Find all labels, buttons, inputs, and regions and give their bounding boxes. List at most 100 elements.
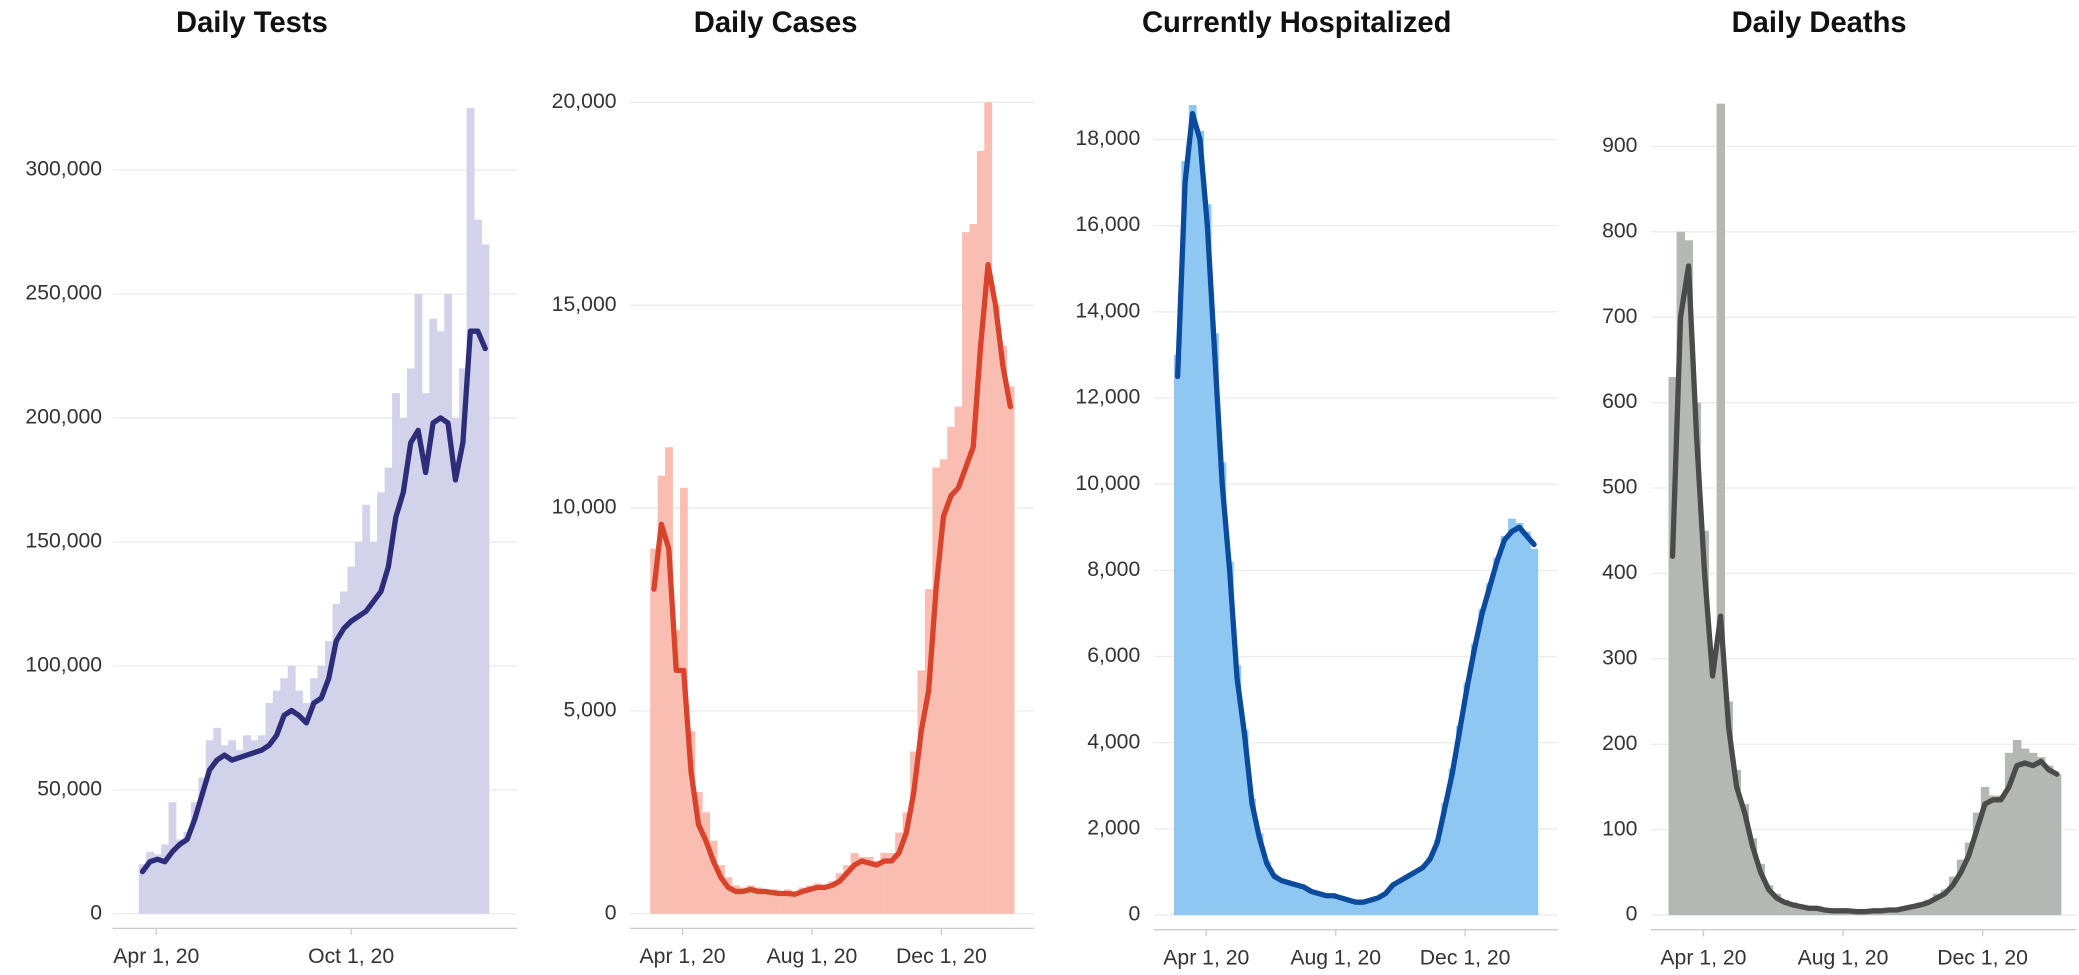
y-tick-label: 900 xyxy=(1602,134,1637,157)
y-tick-label: 10,000 xyxy=(552,496,617,519)
bar xyxy=(332,603,341,914)
bar xyxy=(1470,643,1479,916)
bar xyxy=(325,641,333,914)
bar xyxy=(2052,774,2062,916)
y-tick-label: 16,000 xyxy=(1075,213,1140,236)
bar xyxy=(1344,899,1353,916)
bar xyxy=(1329,895,1338,916)
bar xyxy=(791,891,800,914)
bar xyxy=(1211,333,1219,916)
bar xyxy=(835,873,844,914)
bar xyxy=(783,889,792,914)
chart-title: Daily Tests xyxy=(176,7,328,39)
bar xyxy=(1196,130,1205,916)
bar xyxy=(250,740,259,914)
bar xyxy=(947,426,956,914)
bar xyxy=(1006,386,1015,914)
x-tick-label: Aug 1, 20 xyxy=(1290,946,1381,969)
chart-title: Currently Hospitalized xyxy=(1142,7,1451,39)
bar xyxy=(466,108,475,914)
line-series xyxy=(139,328,488,875)
bar xyxy=(880,852,889,914)
bar xyxy=(1700,530,1709,916)
x-tick-label: Apr 1, 20 xyxy=(1660,946,1746,969)
bar xyxy=(887,852,896,914)
chart-title: Daily Cases xyxy=(694,7,858,39)
bar xyxy=(820,885,829,914)
y-tick-label: 4,000 xyxy=(1087,730,1140,753)
x-tick-label: Dec 1, 20 xyxy=(896,945,987,968)
bar xyxy=(843,865,852,914)
bar xyxy=(1940,889,1950,916)
bar xyxy=(1359,901,1368,916)
bar xyxy=(828,881,837,914)
x-tick-label: Dec 1, 20 xyxy=(1420,946,1511,969)
bar xyxy=(287,665,296,914)
bar xyxy=(2020,748,2030,916)
bar xyxy=(1352,901,1360,916)
bar xyxy=(421,393,430,914)
bar xyxy=(459,368,468,914)
x-tick-label: Dec 1, 20 xyxy=(1937,946,2028,969)
bar xyxy=(317,665,326,914)
line-series xyxy=(651,261,1013,897)
bar xyxy=(369,541,378,914)
bar xyxy=(176,839,184,914)
bar xyxy=(339,591,348,914)
bar xyxy=(657,475,666,914)
bar xyxy=(2044,765,2054,916)
bar xyxy=(1956,859,1966,916)
y-tick-label: 0 xyxy=(605,901,617,924)
bar xyxy=(1932,893,1942,916)
bar xyxy=(1203,204,1212,916)
bar xyxy=(1366,899,1375,916)
bar xyxy=(1240,729,1249,916)
bar xyxy=(1173,354,1182,916)
y-tick-label: 50,000 xyxy=(37,777,102,800)
bar xyxy=(1277,879,1286,916)
y-tick-label: 6,000 xyxy=(1087,644,1140,667)
x-tick-label: Apr 1, 20 xyxy=(113,945,199,968)
chart-title: Daily Deaths xyxy=(1732,7,1907,39)
y-tick-label: 0 xyxy=(1128,903,1140,926)
bar xyxy=(1724,701,1734,916)
bar xyxy=(976,151,985,914)
bar xyxy=(776,891,785,914)
bar xyxy=(1980,786,1990,916)
bar xyxy=(1964,842,1974,916)
bar xyxy=(1448,768,1457,916)
bar xyxy=(1248,798,1257,916)
bar xyxy=(168,802,177,914)
bar xyxy=(962,232,970,914)
bar xyxy=(474,219,482,914)
bar xyxy=(932,467,941,914)
bar xyxy=(1396,879,1405,916)
bar xyxy=(280,678,289,914)
bar xyxy=(1996,795,2006,916)
y-tick-label: 20,000 xyxy=(552,90,617,113)
bar xyxy=(228,740,237,914)
y-tick-label: 100,000 xyxy=(25,653,102,676)
bar xyxy=(754,887,762,914)
bar xyxy=(1692,402,1701,916)
bar xyxy=(717,865,725,914)
bar xyxy=(1263,861,1271,916)
bar xyxy=(1916,902,1926,916)
y-tick-label: 800 xyxy=(1602,219,1637,242)
bar xyxy=(672,629,681,914)
bar xyxy=(1218,462,1227,916)
bar xyxy=(769,889,777,914)
bar xyxy=(1463,682,1472,916)
bar xyxy=(1668,376,1677,916)
bar xyxy=(310,678,318,914)
line-series xyxy=(1175,110,1537,905)
bar xyxy=(858,856,866,914)
bar xyxy=(1389,884,1398,916)
bar xyxy=(1740,804,1750,916)
y-tick-label: 500 xyxy=(1602,476,1637,499)
y-tick-label: 100 xyxy=(1602,817,1637,840)
bar xyxy=(362,504,371,914)
y-tick-label: 12,000 xyxy=(1075,386,1140,409)
bar xyxy=(702,812,711,914)
bar xyxy=(1225,561,1234,916)
